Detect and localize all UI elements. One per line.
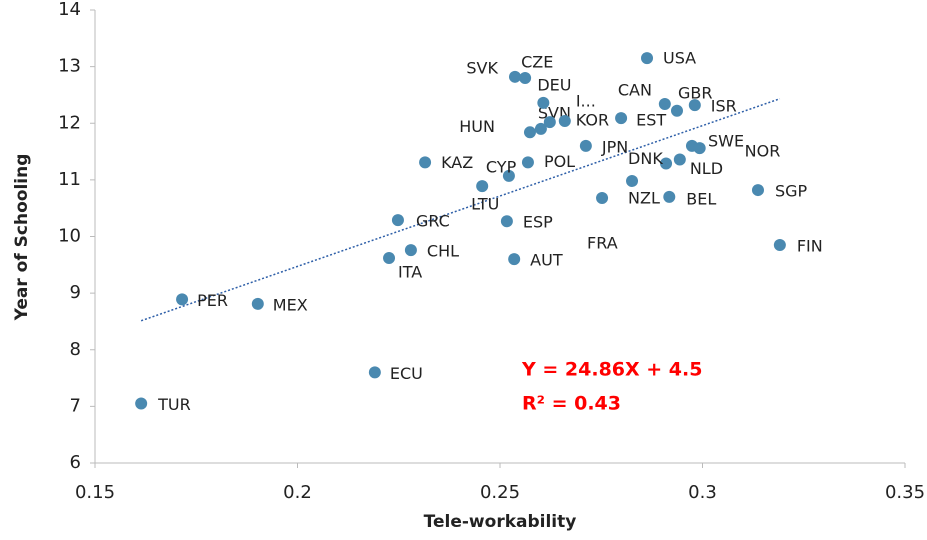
point-label: CZE	[521, 52, 553, 71]
trendline	[140, 98, 781, 322]
point-label: CAN	[618, 80, 652, 99]
point	[558, 114, 571, 127]
point	[508, 253, 521, 266]
y-tick-label: 9	[70, 282, 81, 303]
point	[519, 71, 532, 84]
point-label: KOR	[576, 110, 609, 129]
point-label: USA	[663, 49, 696, 68]
y-tick-label: 12	[58, 112, 81, 133]
x-axis-title: Tele-workability	[424, 512, 577, 532]
x-tick-label: 0.2	[283, 482, 312, 503]
point	[502, 169, 515, 182]
point	[626, 175, 639, 188]
point-label: ITA	[398, 263, 422, 282]
point-label: NLD	[690, 159, 723, 178]
point-label: ESP	[523, 213, 553, 232]
y-tick-label: 7	[70, 395, 81, 416]
point-label: NOR	[745, 142, 781, 161]
point	[508, 70, 521, 83]
equation: Y = 24.86X + 4.5	[521, 359, 702, 381]
point-label: LTU	[471, 195, 499, 214]
point-label: NZL	[628, 189, 660, 208]
y-tick-label: 14	[58, 0, 81, 20]
point-label: FRA	[587, 233, 618, 252]
point-label: EST	[636, 111, 666, 130]
point-label: FIN	[797, 236, 823, 255]
point	[251, 297, 264, 310]
point-label: KAZ	[441, 153, 473, 172]
point	[543, 116, 556, 129]
point-label: PER	[197, 291, 228, 310]
point	[176, 293, 189, 306]
y-tick-label: 8	[70, 339, 81, 360]
point-label: CYP	[486, 157, 517, 176]
r-squared: R² = 0.43	[522, 393, 621, 415]
point-label: I...	[576, 92, 596, 111]
point	[751, 184, 764, 197]
point-label: AUT	[530, 251, 563, 270]
point-label: GRC	[416, 212, 450, 231]
point-label: GBR	[678, 83, 713, 102]
point	[391, 214, 404, 227]
point	[579, 139, 592, 152]
point	[670, 104, 683, 117]
point-label: SWE	[708, 131, 744, 150]
point	[615, 112, 628, 125]
point	[673, 153, 686, 166]
x-tick-label: 0.15	[75, 482, 115, 503]
y-tick-label: 6	[70, 452, 81, 473]
point	[521, 156, 534, 169]
x-tick-label: 0.35	[885, 482, 925, 503]
y-tick-label: 10	[58, 226, 81, 247]
y-axis-title: Year of Schooling	[12, 154, 32, 322]
point	[658, 97, 671, 110]
point-label: POL	[544, 152, 575, 171]
point-label: SVK	[466, 58, 498, 77]
x-tick-label: 0.3	[688, 482, 717, 503]
point-label: TUR	[157, 395, 191, 414]
point-label: JPN	[601, 137, 628, 156]
point	[500, 215, 513, 228]
point-label: DNK	[628, 149, 663, 168]
point	[537, 96, 550, 109]
point-label: ECU	[390, 364, 423, 383]
point	[404, 244, 417, 257]
point-label: SGP	[775, 182, 808, 201]
y-tick-label: 13	[58, 56, 81, 77]
point-label: DEU	[537, 75, 571, 94]
x-tick-label: 0.25	[480, 482, 520, 503]
y-tick-label: 11	[58, 169, 81, 190]
point	[693, 142, 706, 155]
point	[534, 122, 547, 135]
point	[596, 191, 609, 204]
point	[368, 366, 381, 379]
point	[476, 180, 489, 193]
point	[688, 99, 701, 112]
point-label: ISR	[711, 97, 737, 116]
point	[660, 157, 673, 170]
point	[773, 238, 786, 251]
point	[523, 126, 536, 139]
point	[663, 190, 676, 203]
point	[641, 52, 654, 65]
point-label: CHL	[427, 242, 459, 261]
point-label: HUN	[459, 117, 495, 136]
point	[383, 252, 396, 265]
point	[135, 397, 148, 410]
point-label: BEL	[686, 189, 716, 208]
point	[419, 156, 432, 169]
point-label: MEX	[273, 295, 308, 314]
